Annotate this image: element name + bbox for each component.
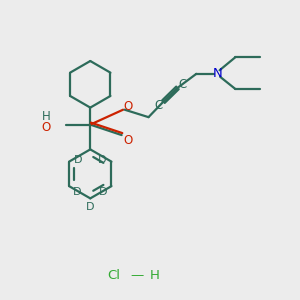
- Text: O: O: [124, 134, 133, 147]
- Text: D: D: [86, 202, 94, 212]
- Text: D: D: [73, 187, 82, 196]
- Text: C: C: [179, 78, 187, 91]
- Text: C: C: [154, 99, 162, 112]
- Text: O: O: [124, 100, 133, 113]
- Text: D: D: [99, 187, 107, 196]
- Text: —: —: [130, 269, 143, 282]
- Text: D: D: [98, 155, 107, 165]
- Text: H: H: [149, 269, 159, 282]
- Text: N: N: [212, 68, 222, 80]
- Text: H: H: [42, 110, 50, 123]
- Text: D: D: [74, 155, 82, 165]
- Text: O: O: [41, 121, 51, 134]
- Text: Cl: Cl: [108, 269, 121, 282]
